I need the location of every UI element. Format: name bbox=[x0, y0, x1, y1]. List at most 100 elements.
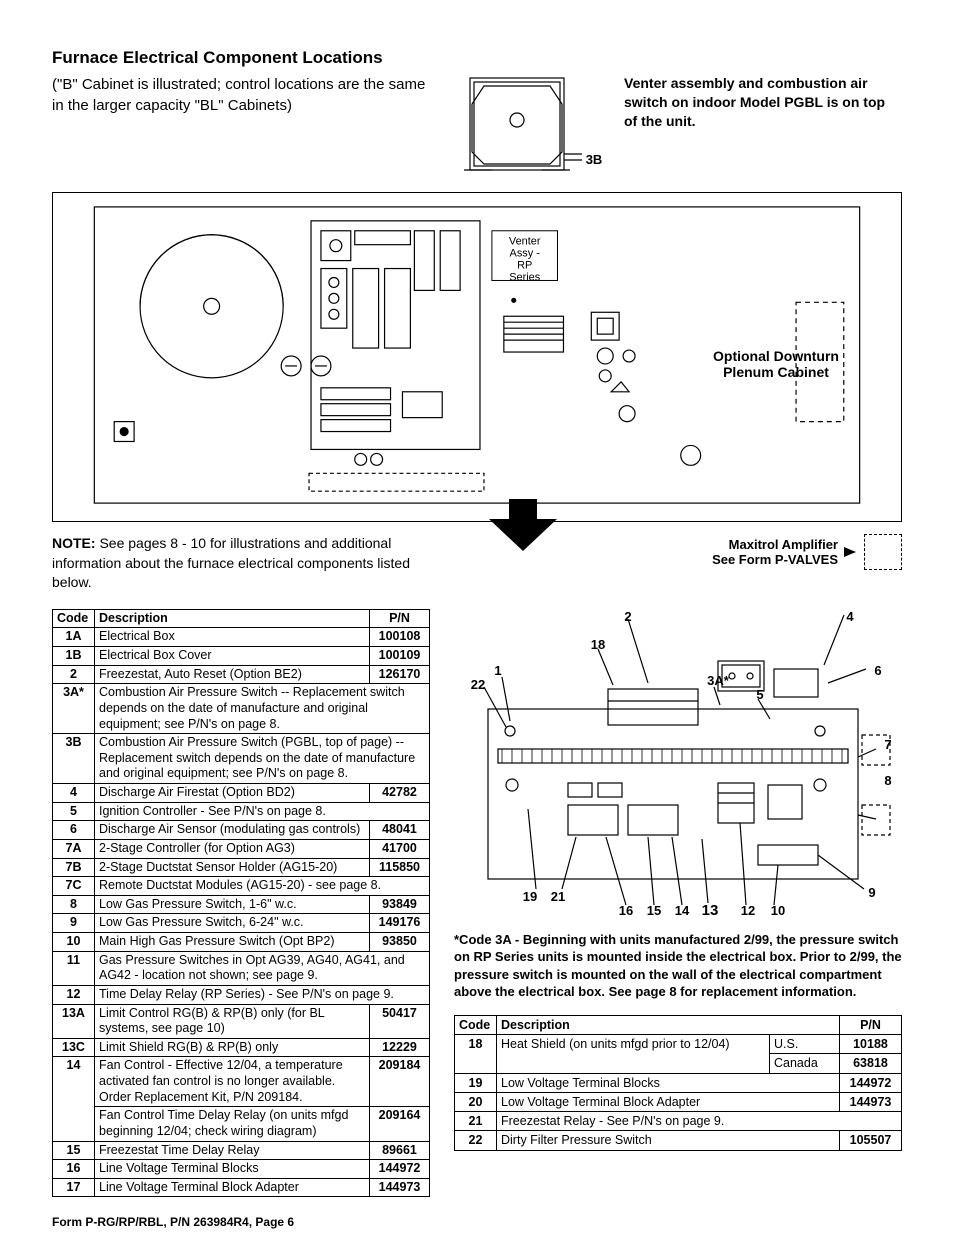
cell-code: 10 bbox=[53, 933, 95, 952]
table-row: 1AElectrical Box100108 bbox=[53, 628, 430, 647]
cell-code: 12 bbox=[53, 985, 95, 1004]
cell-desc: 2-Stage Controller (for Option AG3) bbox=[95, 839, 370, 858]
cell-desc: Low Gas Pressure Switch, 1-6" w.c. bbox=[95, 895, 370, 914]
cell-desc: Low Voltage Terminal Blocks bbox=[497, 1073, 840, 1092]
cell-code: 7C bbox=[53, 877, 95, 896]
dl-19: 19 bbox=[523, 889, 537, 904]
table-row: 16Line Voltage Terminal Blocks144972 bbox=[53, 1160, 430, 1179]
cell-pn: 12229 bbox=[370, 1038, 430, 1057]
dl-6: 6 bbox=[874, 663, 881, 678]
cell-code: 22 bbox=[455, 1131, 497, 1150]
cell-desc: Limit Control RG(B) & RP(B) only (for BL… bbox=[95, 1004, 370, 1038]
table-row: Fan Control Time Delay Relay (on units m… bbox=[53, 1107, 430, 1141]
cell-pn: 42782 bbox=[370, 784, 430, 803]
page-footer: Form P-RG/RP/RBL, P/N 263984R4, Page 6 bbox=[52, 1215, 902, 1229]
table-row: 21Freezestat Relay - See P/N's on page 9… bbox=[455, 1112, 902, 1131]
table-row: 4Discharge Air Firestat (Option BD2)4278… bbox=[53, 784, 430, 803]
cell-code: 1B bbox=[53, 647, 95, 666]
cell-pn: 105507 bbox=[840, 1131, 902, 1150]
parts-table-1: Code Description P/N 1AElectrical Box100… bbox=[52, 609, 430, 1198]
cell-pn: 41700 bbox=[370, 839, 430, 858]
table-row: 1BElectrical Box Cover100109 bbox=[53, 647, 430, 666]
cell-sub: U.S. bbox=[770, 1035, 840, 1054]
maxitrol-l2: See Form P-VALVES bbox=[712, 552, 838, 567]
venter-assy-l4: Series bbox=[509, 271, 540, 283]
cell-code: 13C bbox=[53, 1038, 95, 1057]
table-row: 2Freezestat, Auto Reset (Option BE2)1261… bbox=[53, 665, 430, 684]
top-venter-diagram: 3B bbox=[452, 74, 612, 184]
cell-code: 3B bbox=[53, 734, 95, 784]
cell-code: 13A bbox=[53, 1004, 95, 1038]
cell-sub: Canada bbox=[770, 1054, 840, 1073]
cell-pn: 209184 bbox=[370, 1057, 430, 1107]
parts-table-2: Code Description P/N 18Heat Shield (on u… bbox=[454, 1015, 902, 1151]
cell-desc: Line Voltage Terminal Blocks bbox=[95, 1160, 370, 1179]
cell-code: 15 bbox=[53, 1141, 95, 1160]
t1-h-code: Code bbox=[53, 609, 95, 628]
t2-h-desc: Description bbox=[497, 1015, 840, 1034]
cell-desc: Time Delay Relay (RP Series) - See P/N's… bbox=[95, 985, 430, 1004]
cell-desc: Gas Pressure Switches in Opt AG39, AG40,… bbox=[95, 951, 430, 985]
arrow-right-icon bbox=[844, 545, 858, 559]
cell-code: 9 bbox=[53, 914, 95, 933]
callout-3b-label: 3B bbox=[586, 152, 603, 167]
cell-pn: 10188 bbox=[840, 1035, 902, 1054]
maxitrol-callout: Maxitrol Amplifier See Form P-VALVES bbox=[712, 534, 902, 570]
dl-14: 14 bbox=[675, 903, 690, 918]
dl-15: 15 bbox=[647, 903, 661, 918]
cell-code: 19 bbox=[455, 1073, 497, 1092]
cell-pn: 144972 bbox=[370, 1160, 430, 1179]
cell-desc: Combustion Air Pressure Switch (PGBL, to… bbox=[95, 734, 430, 784]
table-row: 8Low Gas Pressure Switch, 1-6" w.c.93849 bbox=[53, 895, 430, 914]
cell-pn: 89661 bbox=[370, 1141, 430, 1160]
table-row: 3A*Combustion Air Pressure Switch -- Rep… bbox=[53, 684, 430, 734]
cell-desc: Remote Ductstat Modules (AG15-20) - see … bbox=[95, 877, 430, 896]
table-row: 14Fan Control - Effective 12/04, a tempe… bbox=[53, 1057, 430, 1107]
dl-16: 16 bbox=[619, 903, 633, 918]
table-row: 22Dirty Filter Pressure Switch105507 bbox=[455, 1131, 902, 1150]
cell-pn: 93850 bbox=[370, 933, 430, 952]
cell-desc: Ignition Controller - See P/N's on page … bbox=[95, 802, 430, 821]
cell-desc: Heat Shield (on units mfgd prior to 12/0… bbox=[497, 1035, 770, 1074]
dl-2: 2 bbox=[624, 609, 631, 624]
cell-desc: Limit Shield RG(B) & RP(B) only bbox=[95, 1038, 370, 1057]
cell-desc: Dirty Filter Pressure Switch bbox=[497, 1131, 840, 1150]
t2-h-code: Code bbox=[455, 1015, 497, 1034]
cell-code: 1A bbox=[53, 628, 95, 647]
cell-code: 4 bbox=[53, 784, 95, 803]
cell-desc: Low Voltage Terminal Block Adapter bbox=[497, 1092, 840, 1111]
t1-h-pn: P/N bbox=[370, 609, 430, 628]
cell-pn: 126170 bbox=[370, 665, 430, 684]
table-row: 7CRemote Ductstat Modules (AG15-20) - se… bbox=[53, 877, 430, 896]
cell-desc: Freezestat Time Delay Relay bbox=[95, 1141, 370, 1160]
cell-code: 17 bbox=[53, 1178, 95, 1197]
table-row: 10Main High Gas Pressure Switch (Opt BP2… bbox=[53, 933, 430, 952]
venter-assy-l3: RP bbox=[517, 260, 532, 272]
dl-21: 21 bbox=[551, 889, 565, 904]
cell-pn: 93849 bbox=[370, 895, 430, 914]
page-title: Furnace Electrical Component Locations bbox=[52, 48, 902, 68]
cell-code: 3A* bbox=[53, 684, 95, 734]
cell-desc: Discharge Air Firestat (Option BD2) bbox=[95, 784, 370, 803]
dl-7: 7 bbox=[884, 737, 891, 752]
cell-desc: Combustion Air Pressure Switch -- Replac… bbox=[95, 684, 430, 734]
table-row: 20Low Voltage Terminal Block Adapter1449… bbox=[455, 1092, 902, 1111]
table-row: 12Time Delay Relay (RP Series) - See P/N… bbox=[53, 985, 430, 1004]
t1-h-desc: Description bbox=[95, 609, 370, 628]
cell-desc: Low Gas Pressure Switch, 6-24" w.c. bbox=[95, 914, 370, 933]
arrow-down-icon bbox=[483, 499, 563, 555]
dl-4: 4 bbox=[846, 609, 854, 624]
table-row: 13CLimit Shield RG(B) & RP(B) only12229 bbox=[53, 1038, 430, 1057]
cell-code: 7A bbox=[53, 839, 95, 858]
table-row: 19Low Voltage Terminal Blocks144972 bbox=[455, 1073, 902, 1092]
cell-code: 6 bbox=[53, 821, 95, 840]
note-text: NOTE: See pages 8 - 10 for illustrations… bbox=[52, 534, 432, 593]
cell-desc: 2-Stage Ductstat Sensor Holder (AG15-20) bbox=[95, 858, 370, 877]
callout-3b-text: Venter assembly and combustion air switc… bbox=[624, 74, 902, 131]
cell-pn: 50417 bbox=[370, 1004, 430, 1038]
maxitrol-box bbox=[864, 534, 902, 570]
header-row: ("B" Cabinet is illustrated; control loc… bbox=[52, 74, 902, 184]
dl-18: 18 bbox=[591, 637, 605, 652]
electrical-box-diagram: 2 4 6 7 8 9 10 12 13 14 15 16 21 19 18 1… bbox=[454, 609, 902, 919]
cell-code: 8 bbox=[53, 895, 95, 914]
